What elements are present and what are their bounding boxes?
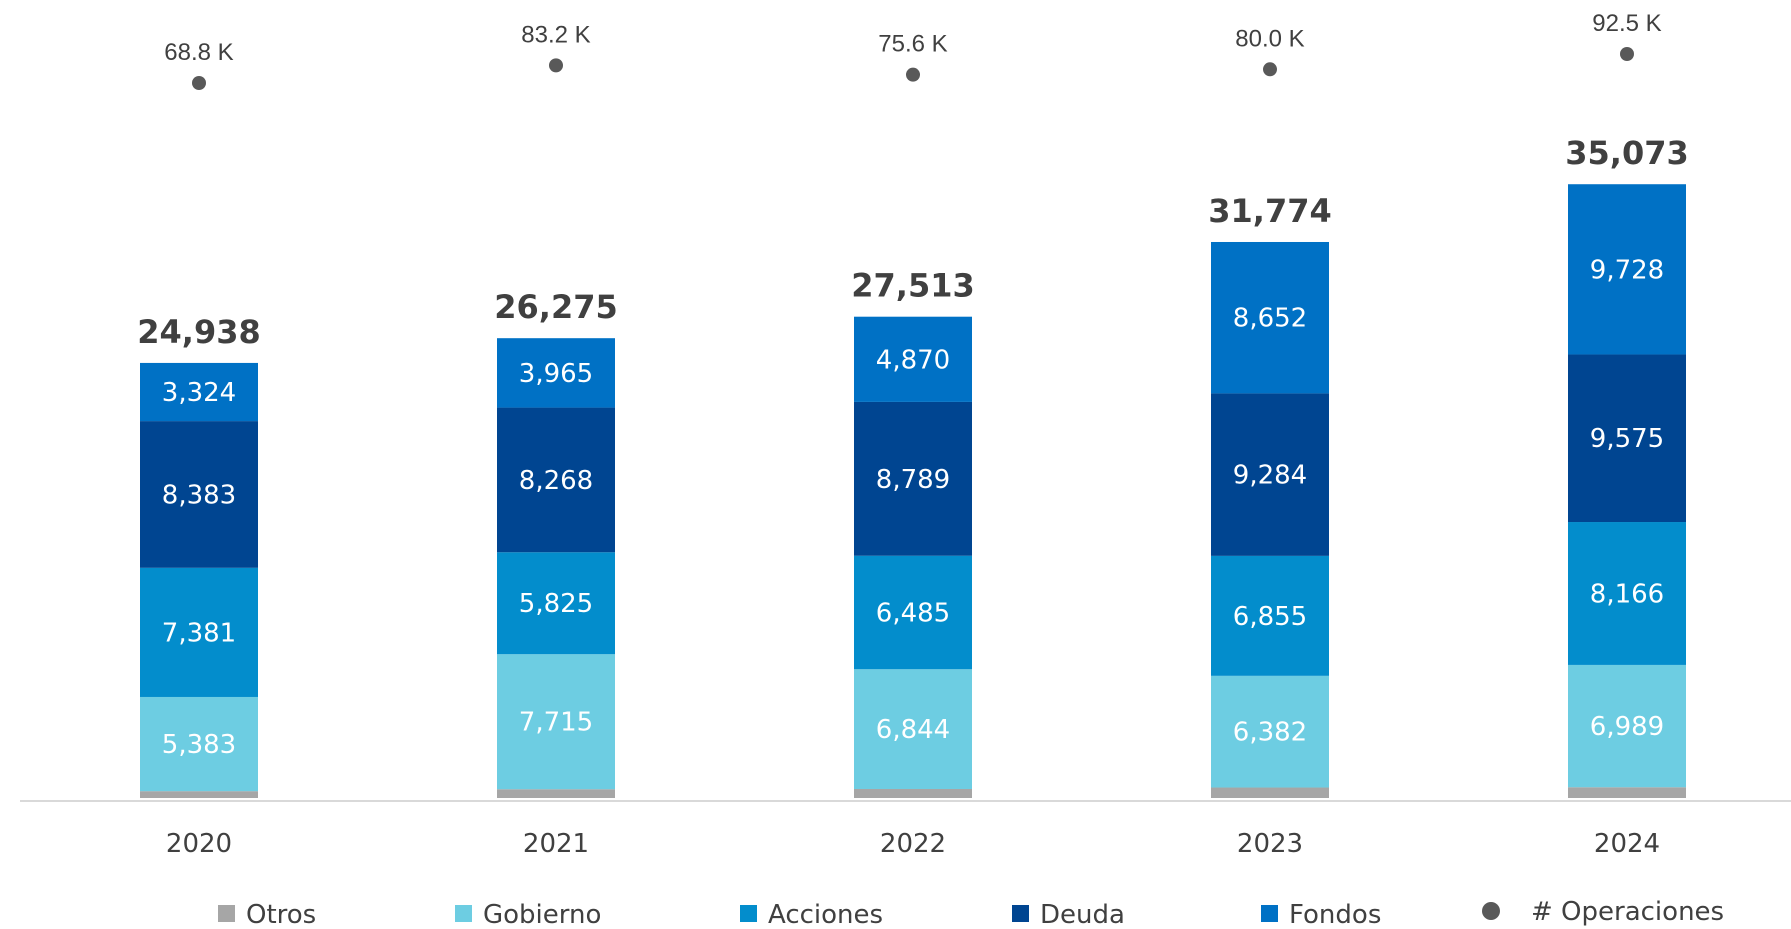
legend-label-deuda: Deuda xyxy=(1040,900,1125,929)
x-tick-2024: 2024 xyxy=(1594,829,1660,859)
segment-label-fondos-2022: 4,870 xyxy=(876,345,950,375)
total-label-2022: 27,513 xyxy=(851,267,974,305)
operations-point-2023 xyxy=(1263,62,1277,77)
legend-label-otros: Otros xyxy=(246,900,316,929)
segment-label-acciones-2020: 7,381 xyxy=(162,618,236,648)
bar-segment-fondos-2021 xyxy=(497,338,615,408)
operations-label-2021: 83.2 K xyxy=(521,21,590,48)
segment-label-gobierno-2022: 6,844 xyxy=(876,715,950,745)
bar-segment-otros-2021 xyxy=(497,789,615,798)
bar-segment-deuda-2021 xyxy=(497,407,615,553)
segment-label-acciones-2023: 6,855 xyxy=(1233,602,1307,632)
segment-label-deuda-2021: 8,268 xyxy=(519,466,593,496)
bars-layer xyxy=(140,184,1686,798)
total-label-2020: 24,938 xyxy=(137,313,260,351)
legend-label-acciones: Acciones xyxy=(768,900,883,929)
total-labels-layer: 24,938 26,275 27,513 31,774 35,073 xyxy=(137,134,1688,351)
bar-segment-otros-2024 xyxy=(1568,787,1686,798)
legend: Otros Gobierno Acciones Deuda Fondos # Operac… xyxy=(218,897,1724,929)
x-tick-2022: 2022 xyxy=(880,829,946,859)
bar-segment-acciones-2021 xyxy=(497,552,615,655)
segment-label-deuda-2024: 9,575 xyxy=(1590,424,1664,454)
x-tick-labels: 2020 2021 2022 2023 2024 xyxy=(166,829,1660,859)
bar-segment-fondos-2020 xyxy=(140,362,258,422)
legend-swatch-operaciones xyxy=(1482,902,1500,920)
segment-label-deuda-2022: 8,789 xyxy=(876,465,950,495)
bar-segment-fondos-2022 xyxy=(854,316,972,402)
operations-point-2021 xyxy=(549,58,563,73)
operations-label-2024: 92.5 K xyxy=(1592,10,1661,37)
legend-swatch-gobierno xyxy=(455,905,472,922)
operations-point-2020 xyxy=(192,76,206,90)
segment-label-gobierno-2024: 6,989 xyxy=(1590,712,1664,742)
x-tick-2021: 2021 xyxy=(523,829,589,859)
bar-segment-otros-2020 xyxy=(140,791,258,798)
operations-label-2022: 75.6 K xyxy=(878,31,947,58)
total-label-2024: 35,073 xyxy=(1565,134,1688,172)
segment-label-deuda-2023: 9,284 xyxy=(1233,461,1307,491)
segment-label-gobierno-2023: 6,382 xyxy=(1233,718,1307,748)
legend-swatch-otros xyxy=(218,905,235,922)
bar-segment-gobierno-2024 xyxy=(1568,664,1686,788)
segment-label-fondos-2024: 9,728 xyxy=(1590,255,1664,285)
bar-segment-acciones-2023 xyxy=(1211,555,1329,676)
bar-segment-deuda-2023 xyxy=(1211,393,1329,556)
legend-label-gobierno: Gobierno xyxy=(483,900,601,929)
x-tick-2020: 2020 xyxy=(166,829,232,859)
total-label-2021: 26,275 xyxy=(494,288,617,326)
legend-label-operaciones: # Operaciones xyxy=(1531,897,1724,927)
bar-segment-deuda-2024 xyxy=(1568,354,1686,523)
segment-label-fondos-2020: 3,324 xyxy=(162,378,236,408)
bar-segment-otros-2023 xyxy=(1211,787,1329,798)
bar-segment-fondos-2023 xyxy=(1211,241,1329,394)
segment-label-gobierno-2021: 7,715 xyxy=(519,708,593,738)
bar-segment-otros-2022 xyxy=(854,788,972,798)
segment-label-fondos-2021: 3,965 xyxy=(519,359,593,389)
legend-swatch-deuda xyxy=(1012,905,1029,922)
total-label-2023: 31,774 xyxy=(1208,192,1331,230)
bar-segment-acciones-2020 xyxy=(140,567,258,697)
legend-swatch-acciones xyxy=(740,905,757,922)
x-tick-2023: 2023 xyxy=(1237,829,1303,859)
operations-label-2020: 68.8 K xyxy=(164,39,233,66)
bar-segment-gobierno-2020 xyxy=(140,696,258,792)
segment-label-acciones-2024: 8,166 xyxy=(1590,579,1664,609)
operations-point-2024 xyxy=(1620,47,1634,61)
legend-label-fondos: Fondos xyxy=(1289,900,1381,929)
legend-swatch-fondos xyxy=(1261,905,1278,922)
bar-segment-gobierno-2023 xyxy=(1211,675,1329,788)
bar-segment-gobierno-2022 xyxy=(854,669,972,789)
segment-label-gobierno-2020: 5,383 xyxy=(162,730,236,760)
operations-point-2022 xyxy=(906,67,920,82)
segment-label-acciones-2021: 5,825 xyxy=(519,589,593,619)
segment-label-acciones-2022: 6,485 xyxy=(876,598,950,628)
bar-segment-acciones-2024 xyxy=(1568,522,1686,665)
bar-segment-deuda-2022 xyxy=(854,401,972,556)
operations-layer: 68.8 K 83.2 K 75.6 K 80.0 K 92.5 K xyxy=(164,10,1662,90)
bar-segment-deuda-2020 xyxy=(140,421,258,568)
segment-label-fondos-2023: 8,652 xyxy=(1233,304,1307,334)
segment-label-deuda-2020: 8,383 xyxy=(162,480,236,510)
bar-segment-acciones-2022 xyxy=(854,555,972,670)
bar-segment-gobierno-2021 xyxy=(497,654,615,790)
bar-segment-fondos-2024 xyxy=(1568,184,1686,355)
operations-label-2023: 80.0 K xyxy=(1235,25,1304,52)
segment-labels-layer: 5,383 7,381 8,383 3,324 7,715 5,825 8,268 3,965… xyxy=(162,255,1664,760)
